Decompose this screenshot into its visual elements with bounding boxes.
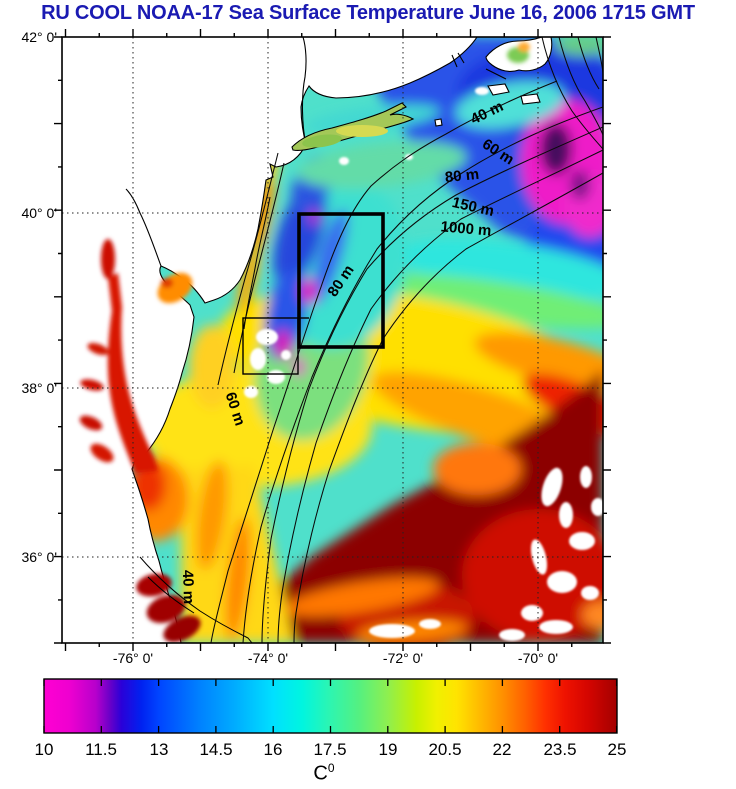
axis-ticks (54, 29, 611, 651)
colorbar-tick-label: 14.5 (199, 740, 233, 759)
lon-tick-label: -74° 0' (247, 650, 289, 666)
lon-tick-label: -72° 0' (382, 650, 424, 666)
colorbar-ticks (43, 679, 618, 733)
long-island-patches (302, 125, 388, 148)
colorbar-tick-label: 23.5 (543, 740, 577, 759)
colorbar-tick-label: 17.5 (313, 740, 347, 759)
colorbar-unit-label: C0 (313, 761, 335, 785)
colorbar-tick-label: 11.5 (85, 740, 117, 759)
colorbar-tick-label: 20.5 (428, 740, 462, 759)
lat-tick-label: 38° 0' (21, 380, 57, 396)
colorbar-tick-label: 13 (149, 740, 169, 759)
lat-tick-label: 36° 0' (21, 549, 57, 565)
map-title: RU COOL NOAA-17 Sea Surface Temperature … (41, 2, 695, 24)
lat-tick-label: 42° 0' (21, 29, 57, 45)
lon-tick-label: -76° 0' (112, 650, 154, 666)
study-area-box-thin (242, 317, 299, 375)
colorbar-tick-label: 25 (607, 740, 627, 759)
cloud-patches (244, 87, 603, 641)
lat-tick-label: 40° 0' (21, 205, 57, 221)
colorbar-tick-label: 10 (34, 740, 54, 759)
lon-tick-label: -70° 0' (517, 650, 559, 666)
contour-label: 40 m (178, 569, 198, 605)
study-area-box-thick (297, 212, 385, 349)
colorbar-tick-label: 19 (378, 740, 398, 759)
contour-label: 80 m (444, 165, 480, 187)
colorbar-tick-label: 22 (492, 740, 512, 759)
estuary-waters (79, 42, 530, 643)
outer-banks-line (139, 556, 253, 643)
colorbar-tick-label: 16 (263, 740, 283, 759)
colorbar (43, 678, 618, 734)
colorbar-gradient (43, 678, 618, 734)
